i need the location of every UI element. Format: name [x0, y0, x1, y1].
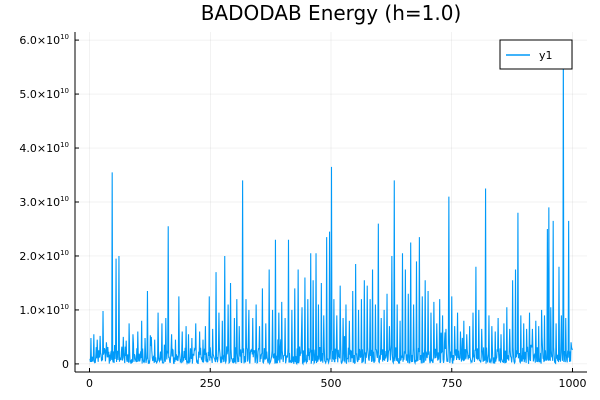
x-tick-label: 250: [200, 377, 221, 390]
y-tick-label: 1.0×1010: [19, 303, 69, 317]
x-tick-label: 1000: [559, 377, 587, 390]
series-line-y1: [89, 40, 573, 366]
y-axis-ticks: 0 1.0×1010 2.0×1010 3.0×1010 4.0×1010 5.0×101…: [19, 33, 79, 371]
chart-title: BADODAB Energy (h=1.0): [201, 1, 462, 25]
y-tick-label: 6.0×1010: [19, 33, 69, 47]
y-tick-label: 2.0×1010: [19, 249, 69, 263]
y-tick-label: 3.0×1010: [19, 195, 69, 209]
x-tick-label: 750: [441, 377, 462, 390]
y-tick-label: 0: [62, 358, 69, 371]
y-tick-label: 5.0×1010: [19, 87, 69, 101]
y-tick-label: 4.0×1010: [19, 141, 69, 155]
legend-label-y1: y1: [539, 49, 553, 62]
x-tick-label: 500: [321, 377, 342, 390]
legend: y1: [499, 39, 573, 70]
x-axis-ticks: 0 250 500 750 1000: [86, 368, 587, 390]
x-tick-label: 0: [86, 377, 93, 390]
